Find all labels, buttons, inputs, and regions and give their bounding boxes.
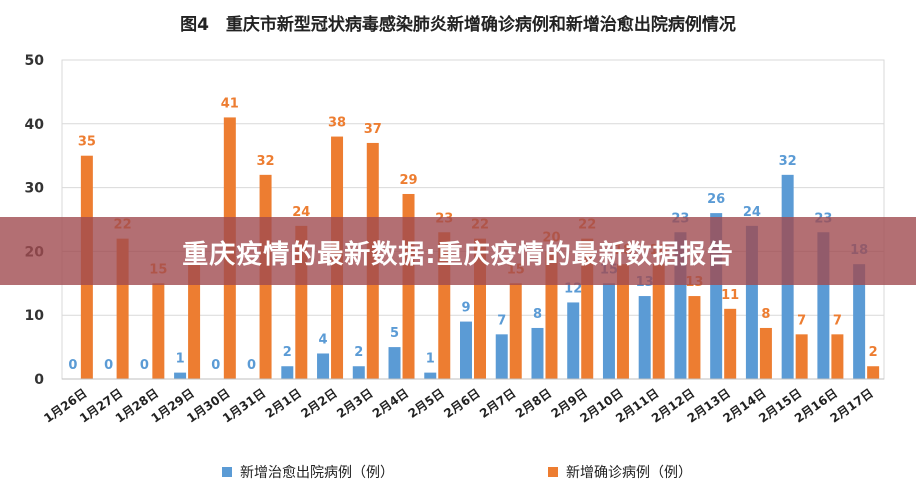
- bar: [567, 302, 580, 379]
- data-label: 2: [869, 345, 878, 360]
- bar: [652, 264, 665, 379]
- data-label: 8: [533, 307, 542, 322]
- bar: [616, 264, 629, 379]
- bar: [424, 372, 437, 379]
- bar: [281, 366, 294, 379]
- legend-swatch-confirmed: [548, 467, 558, 477]
- data-label: 5: [390, 326, 399, 341]
- bar: [188, 264, 201, 379]
- x-tick-label: 2月4日: [370, 386, 411, 421]
- data-label: 41: [221, 96, 239, 111]
- data-label: 2: [354, 345, 363, 360]
- data-label: 0: [140, 358, 149, 373]
- x-tick-label: 2月8日: [513, 386, 554, 421]
- data-label: 0: [247, 358, 256, 373]
- legend-label-confirmed: 新增确诊病例（例）: [566, 465, 692, 481]
- bar: [388, 347, 401, 379]
- data-label: 38: [328, 116, 346, 131]
- bar: [174, 372, 187, 379]
- legend-label-cured: 新增治愈出院病例（例）: [240, 465, 394, 481]
- legend-swatch-cured: [222, 467, 232, 477]
- y-tick-label: 40: [25, 117, 45, 133]
- bar: [602, 283, 615, 379]
- bar: [352, 366, 365, 379]
- chart-title: 图4 重庆市新型冠状病毒感染肺炎新增确诊病例和新增治愈出院病例情况: [180, 15, 736, 35]
- x-tick-label: 2月5日: [406, 386, 447, 421]
- data-label: 2: [283, 345, 292, 360]
- bar: [509, 283, 522, 379]
- overlay-banner: 重庆疫情的最新数据:重庆疫情的最新数据报告: [0, 217, 916, 285]
- data-label: 24: [292, 205, 310, 220]
- data-label: 0: [68, 358, 77, 373]
- bar: [759, 327, 772, 379]
- bar: [531, 327, 544, 379]
- y-tick-label: 30: [25, 181, 45, 197]
- data-label: 0: [211, 358, 220, 373]
- data-label: 35: [78, 135, 96, 150]
- x-tick-label: 2月3日: [334, 386, 375, 421]
- bar: [831, 334, 844, 379]
- x-tick-label: 2月7日: [477, 386, 518, 421]
- data-label: 4: [319, 332, 328, 347]
- data-label: 9: [461, 301, 470, 316]
- x-tick-label: 2月6日: [441, 386, 482, 421]
- data-label: 29: [399, 173, 417, 188]
- data-label: 32: [257, 154, 275, 169]
- bar-chart: 0102030405000010024251978121513232624322…: [25, 53, 885, 426]
- legend: 新增治愈出院病例（例） 新增确诊病例（例）: [0, 462, 916, 486]
- bar: [460, 321, 472, 379]
- data-label: 1: [426, 352, 435, 367]
- legend-item-confirmed: 新增确诊病例（例）: [548, 462, 692, 482]
- bar: [317, 353, 330, 379]
- data-label: 32: [779, 154, 797, 169]
- bar: [638, 296, 651, 379]
- x-tick-label: 2月1日: [263, 386, 304, 421]
- x-tick-label: 2月2日: [298, 386, 339, 421]
- bar: [495, 334, 508, 379]
- data-label: 12: [564, 281, 582, 296]
- data-label: 1: [176, 352, 185, 367]
- bar: [867, 366, 880, 379]
- bar: [795, 334, 808, 379]
- banner-text: 重庆疫情的最新数据:重庆疫情的最新数据报告: [182, 240, 734, 270]
- data-label: 8: [761, 307, 770, 322]
- bar: [724, 308, 737, 379]
- bar: [853, 264, 866, 379]
- data-label: 37: [364, 122, 382, 137]
- y-tick-label: 50: [25, 53, 45, 69]
- data-label: 7: [497, 313, 506, 328]
- bar: [688, 296, 701, 379]
- data-label: 26: [707, 192, 725, 207]
- y-tick-label: 0: [34, 372, 44, 388]
- bar: [152, 283, 165, 379]
- data-label: 24: [743, 205, 761, 220]
- data-label: 7: [797, 313, 806, 328]
- data-label: 0: [104, 358, 113, 373]
- legend-item-cured: 新增治愈出院病例（例）: [222, 462, 394, 482]
- data-label: 7: [833, 313, 842, 328]
- y-tick-label: 10: [25, 308, 45, 324]
- data-label: 11: [721, 288, 739, 303]
